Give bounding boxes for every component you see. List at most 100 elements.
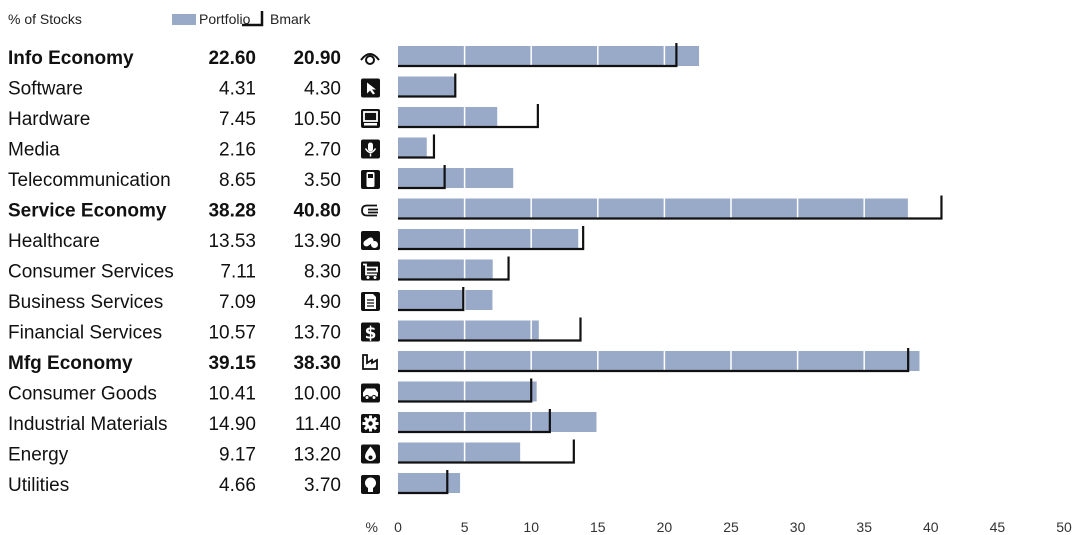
sector-label: Hardware bbox=[8, 109, 90, 130]
car-icon bbox=[361, 383, 380, 403]
bmark-value: 8.30 bbox=[304, 262, 341, 283]
bmark-marker bbox=[398, 165, 446, 190]
sector-label: Healthcare bbox=[8, 231, 100, 252]
portfolio-bar bbox=[398, 320, 539, 341]
portfolio-value: 4.31 bbox=[219, 79, 256, 100]
x-axis-unit-label: % bbox=[366, 519, 378, 535]
legend-portfolio-label: Portfolio bbox=[199, 11, 251, 27]
portfolio-bar bbox=[398, 473, 461, 493]
phone-icon bbox=[361, 170, 380, 189]
bulb-icon bbox=[361, 475, 380, 494]
sector-label: Industrial Materials bbox=[8, 414, 167, 435]
computer-icon bbox=[361, 109, 380, 128]
sector-label: Software bbox=[8, 79, 83, 100]
bmark-value: 2.70 bbox=[304, 140, 341, 161]
bmark-marker bbox=[398, 348, 910, 373]
x-tick-label: 50 bbox=[1056, 519, 1072, 535]
bmark-marker bbox=[398, 73, 457, 98]
document-icon bbox=[361, 292, 380, 311]
x-tick-label: 40 bbox=[923, 519, 939, 535]
sector-label: Consumer Goods bbox=[8, 384, 157, 405]
bmark-value: 11.40 bbox=[295, 414, 341, 435]
sector-row: Industrial Materials 14.90 11.40 bbox=[8, 409, 597, 435]
bmark-marker bbox=[398, 317, 582, 342]
svg-text:$: $ bbox=[365, 324, 377, 344]
portfolio-value: 2.16 bbox=[219, 140, 256, 161]
sector-row: Consumer Goods 10.41 10.00 bbox=[8, 378, 537, 405]
bmark-value: 38.30 bbox=[293, 353, 341, 374]
microphone-icon bbox=[361, 139, 380, 159]
sector-row: Consumer Services 7.11 8.30 bbox=[8, 256, 510, 283]
sector-row: Financial Services 10.57 13.70 $ bbox=[8, 317, 582, 344]
cart-icon bbox=[361, 261, 380, 281]
portfolio-bar bbox=[398, 107, 498, 127]
portfolio-value: 22.60 bbox=[208, 48, 256, 69]
bmark-marker bbox=[398, 287, 465, 312]
portfolio-value: 7.45 bbox=[219, 109, 256, 130]
hand-icon bbox=[361, 204, 378, 217]
dollar-icon: $ bbox=[361, 322, 380, 344]
bmark-marker bbox=[398, 256, 510, 281]
bmark-marker bbox=[398, 195, 943, 220]
sector-label: Business Services bbox=[8, 292, 163, 313]
portfolio-value: 14.90 bbox=[208, 414, 256, 435]
sector-row: Mfg Economy 39.15 38.30 bbox=[8, 348, 920, 374]
measure-label: % of Stocks bbox=[8, 11, 82, 27]
portfolio-bar bbox=[398, 229, 579, 249]
sector-row: Business Services 7.09 4.90 bbox=[8, 287, 493, 313]
factory-icon bbox=[362, 354, 378, 370]
bmark-value: 10.00 bbox=[293, 384, 341, 405]
x-tick-label: 20 bbox=[657, 519, 673, 535]
sector-label: Consumer Services bbox=[8, 262, 174, 283]
portfolio-value: 7.11 bbox=[220, 262, 256, 283]
portfolio-value: 10.57 bbox=[208, 323, 256, 344]
portfolio-value: 9.17 bbox=[219, 445, 256, 466]
bmark-value: 13.70 bbox=[293, 323, 341, 344]
legend-portfolio-swatch bbox=[172, 14, 196, 25]
sector-label: Media bbox=[8, 140, 60, 161]
sector-label: Financial Services bbox=[8, 323, 162, 344]
portfolio-bar bbox=[398, 259, 493, 280]
bmark-marker bbox=[398, 226, 585, 251]
cursor-icon bbox=[361, 78, 380, 98]
portfolio-value: 38.28 bbox=[208, 201, 256, 222]
portfolio-value: 8.65 bbox=[219, 170, 256, 191]
portfolio-bar bbox=[398, 290, 493, 310]
portfolio-bar bbox=[398, 46, 700, 66]
portfolio-bar bbox=[398, 168, 514, 188]
sector-row: Healthcare 13.53 13.90 bbox=[8, 226, 585, 252]
bmark-value: 10.50 bbox=[293, 109, 341, 130]
gear-icon bbox=[361, 414, 380, 433]
pill-icon bbox=[361, 231, 380, 250]
sector-row: Media 2.16 2.70 bbox=[8, 134, 436, 161]
bmark-marker bbox=[398, 43, 678, 68]
bmark-marker bbox=[398, 470, 449, 495]
sector-row: Service Economy 38.28 40.80 bbox=[8, 195, 943, 222]
sector-label: Info Economy bbox=[8, 48, 134, 69]
bmark-marker bbox=[398, 104, 539, 129]
portfolio-bar bbox=[398, 412, 597, 432]
portfolio-value: 10.41 bbox=[208, 384, 256, 405]
x-tick-label: 30 bbox=[790, 519, 806, 535]
sector-label: Utilities bbox=[8, 475, 69, 496]
sector-label: Service Economy bbox=[8, 201, 167, 222]
x-tick-label: 5 bbox=[461, 519, 469, 535]
bmark-marker bbox=[398, 439, 575, 464]
portfolio-bar bbox=[398, 442, 521, 463]
x-tick-label: 0 bbox=[394, 519, 402, 535]
x-tick-label: 25 bbox=[723, 519, 739, 535]
x-tick-label: 45 bbox=[990, 519, 1006, 535]
bmark-value: 3.50 bbox=[304, 170, 341, 191]
legend-bmark-label: Bmark bbox=[270, 11, 311, 27]
portfolio-bar bbox=[398, 381, 537, 402]
bmark-marker bbox=[398, 409, 551, 434]
portfolio-value: 4.66 bbox=[219, 475, 256, 496]
sector-label: Telecommunication bbox=[8, 170, 171, 191]
portfolio-value: 13.53 bbox=[208, 231, 256, 252]
portfolio-value: 39.15 bbox=[208, 353, 256, 374]
portfolio-bar bbox=[398, 351, 920, 371]
x-tick-label: 10 bbox=[523, 519, 539, 535]
legend-bmark-marker bbox=[242, 11, 264, 27]
sector-row: Software 4.31 4.30 bbox=[8, 73, 457, 100]
